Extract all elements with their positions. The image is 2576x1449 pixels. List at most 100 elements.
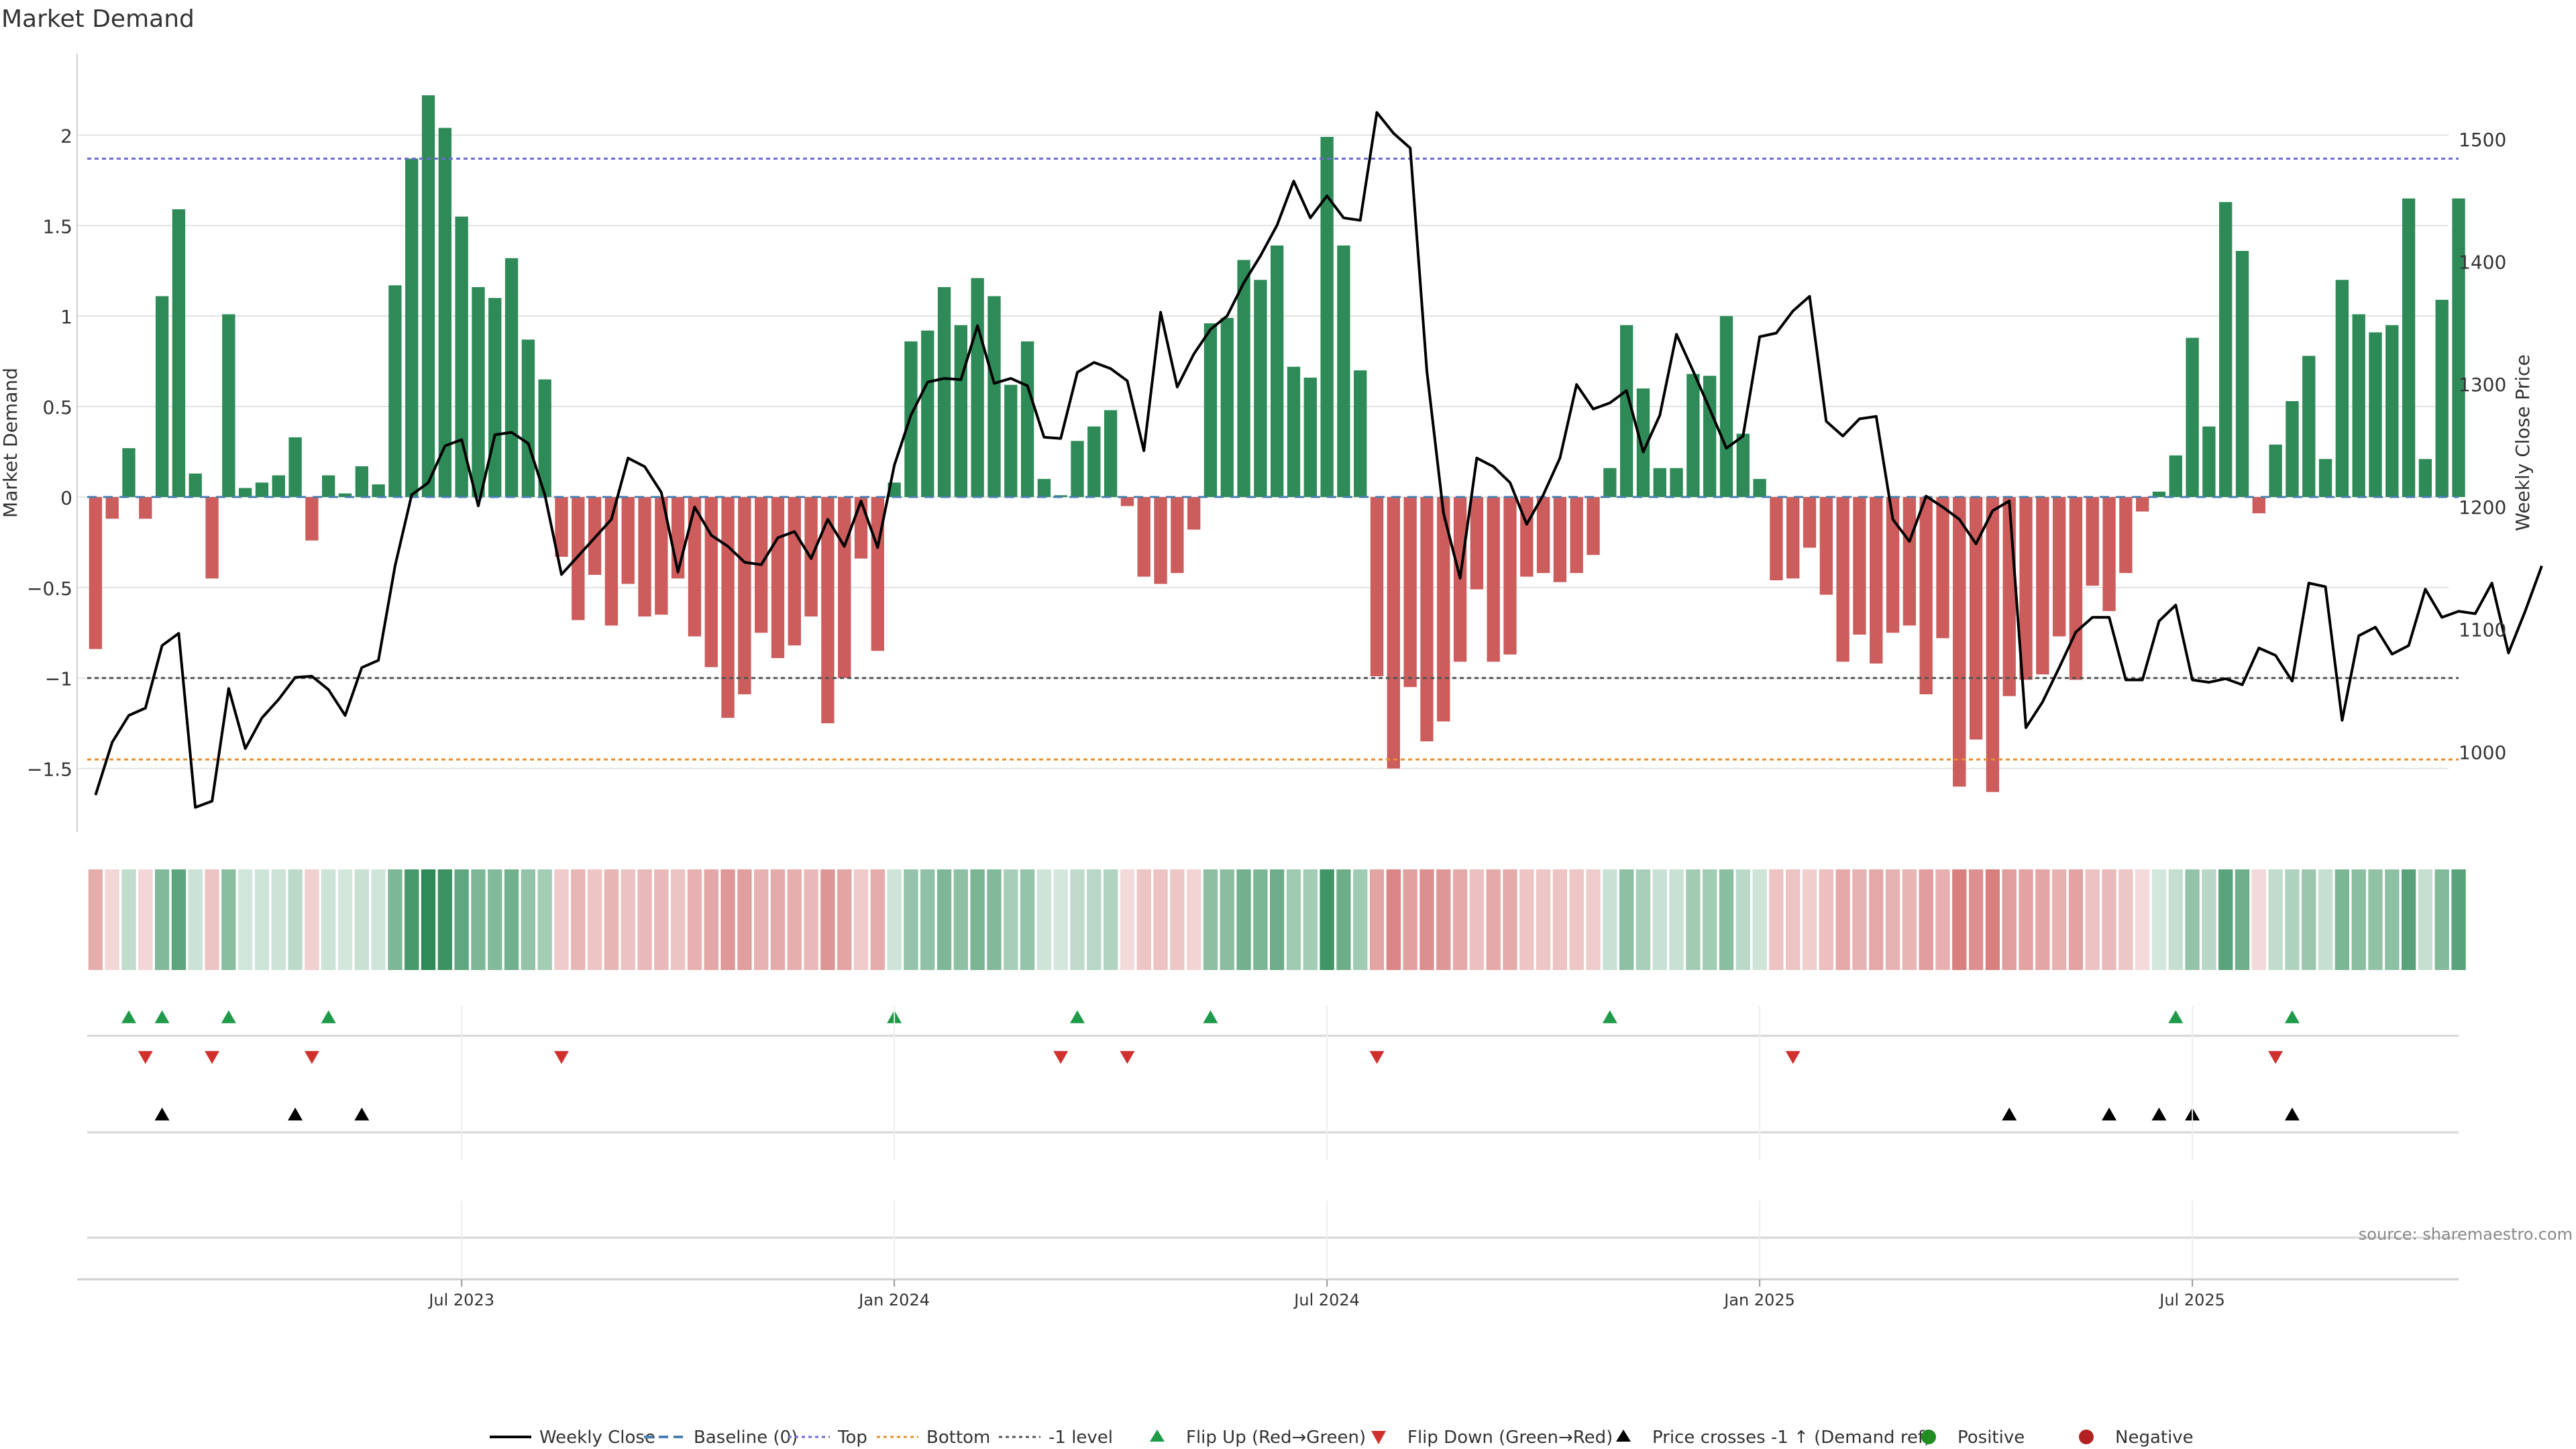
heat-cell [837, 869, 852, 970]
heat-cell [254, 869, 270, 970]
heat-cell [2202, 869, 2216, 970]
heat-cell [936, 869, 952, 970]
heat-cell [1619, 869, 1634, 970]
demand-bar [2019, 496, 2033, 680]
demand-bar [1786, 496, 1800, 579]
y2-tick-label: 1200 [2459, 496, 2506, 519]
heat-cell [454, 869, 469, 970]
legend-label: Weekly Close [539, 1428, 655, 1448]
demand-bar [2302, 356, 2316, 497]
x-axis: Jul 2023 Jan 2024 Jul 2024 Jan 2025 Jul 2025 [77, 1006, 2459, 1309]
heat-cell [354, 869, 369, 970]
flip-up-marker [1070, 1010, 1085, 1024]
heat-cell [2068, 869, 2084, 970]
x-tick-label: Jul 2025 [2158, 1291, 2225, 1309]
demand-bar [139, 496, 152, 519]
demand-bar [921, 330, 934, 497]
demand-bar [1237, 260, 1250, 497]
event-markers [87, 1010, 2459, 1239]
price-line-group [94, 111, 2543, 809]
flip-up-marker [1203, 1010, 1218, 1024]
heat-cell [2334, 869, 2350, 970]
demand-bar [1071, 441, 1084, 497]
demand-bar [1137, 496, 1150, 577]
demand-bar [388, 285, 402, 497]
demand-bar [2335, 280, 2349, 497]
demand-bar [838, 496, 851, 678]
demand-bar [1370, 496, 1384, 676]
demand-bar [238, 488, 252, 497]
axes: −1.5 −1 −0.5 0 0.5 1 1.5 2 1000 1100 1200 1300 1400 1… [27, 54, 2506, 832]
demand-bar [1271, 245, 1284, 497]
demand-bar [288, 437, 302, 497]
legend-label: Baseline (0) [694, 1428, 798, 1448]
demand-bar [987, 296, 1001, 497]
demand-bar [771, 496, 785, 659]
demand-bar [1171, 496, 1184, 574]
heat-cell [1004, 869, 1018, 970]
demand-bar [1819, 496, 1833, 595]
heat-cell [337, 869, 353, 970]
demand-bar [1936, 496, 1949, 639]
heat-cell [2151, 869, 2167, 970]
heat-cell [1536, 869, 1551, 970]
x-tick-label: Jan 2025 [1723, 1291, 1795, 1309]
demand-heat-strip [88, 869, 2466, 970]
heat-cell [1635, 869, 1651, 970]
demand-bar [1254, 280, 1267, 497]
y2-tick-label: 1500 [2459, 129, 2506, 151]
heat-cell [754, 869, 769, 970]
legend-swatch-triangle [1150, 1430, 1165, 1442]
demand-bar [1004, 384, 1018, 497]
demand-bars [89, 95, 2465, 792]
heat-cell [537, 869, 552, 970]
heat-cell [2302, 869, 2316, 970]
demand-bar [1437, 496, 1450, 722]
demand-bar [2052, 496, 2066, 637]
heat-cell [1170, 869, 1185, 970]
demand-bar [438, 127, 452, 497]
heat-cell [1786, 869, 1801, 970]
heat-cell [2268, 869, 2283, 970]
heat-cell [1686, 869, 1701, 970]
heat-cell [138, 869, 153, 970]
demand-bar [322, 475, 335, 497]
heat-cell [1286, 869, 1301, 970]
heat-cell [471, 869, 486, 970]
heat-cell [2102, 869, 2116, 970]
heat-cell [987, 869, 1002, 970]
heat-cell [2418, 869, 2433, 970]
chart-title: Market Demand [1, 5, 195, 33]
flip-down-marker [138, 1051, 153, 1064]
heat-cell [1303, 869, 1318, 970]
demand-bar [189, 473, 202, 497]
heat-cell [1569, 869, 1584, 970]
y-tick-label: 2 [60, 125, 72, 147]
demand-bar [272, 475, 285, 497]
demand-bar [2036, 496, 2049, 675]
demand-bar [155, 296, 169, 497]
demand-bar [638, 496, 651, 616]
demand-bar [172, 209, 186, 497]
heat-cell [88, 869, 103, 970]
demand-bar [355, 466, 368, 497]
demand-bar [1320, 137, 1334, 497]
y-tick-label: 1.5 [42, 215, 72, 237]
demand-bar [2418, 459, 2432, 497]
heat-cell [1503, 869, 1517, 970]
demand-bar [222, 314, 235, 497]
flip-down-marker [1369, 1051, 1385, 1064]
heat-cell [1703, 869, 1717, 970]
y-tick-label: −1.5 [27, 759, 72, 781]
demand-bar [1120, 496, 1134, 506]
heat-cell [154, 869, 170, 970]
heat-cell [2035, 869, 2050, 970]
heat-cell [554, 869, 569, 970]
demand-bar [621, 496, 635, 584]
x-tick-label: Jul 2023 [427, 1291, 494, 1309]
demand-bar [472, 287, 485, 497]
legend-label: Price crosses -1 ↑ (Demand ref) [1652, 1428, 1931, 1448]
demand-bar [2369, 332, 2382, 497]
demand-bar [1953, 496, 1966, 787]
demand-bar [455, 216, 468, 497]
